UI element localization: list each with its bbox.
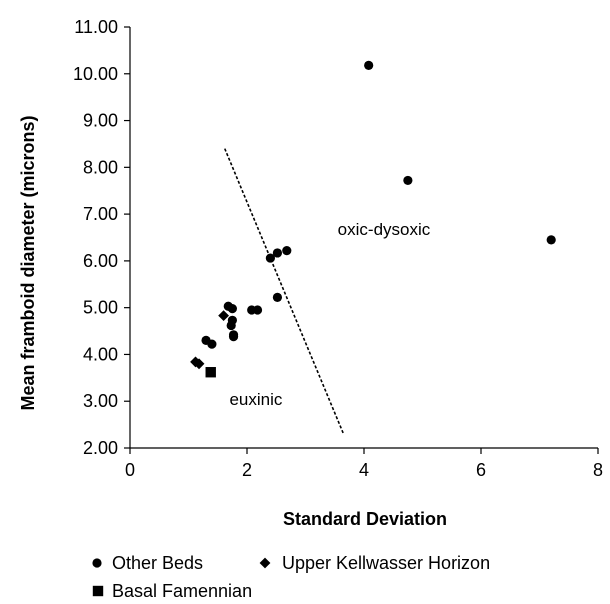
x-axis-title: Standard Deviation: [283, 509, 447, 529]
data-point-diamond: [193, 358, 205, 370]
legend-marker-square: [92, 585, 104, 597]
annotations: oxic-dysoxic euxinic: [229, 220, 430, 409]
y-tick-label: 5.00: [83, 298, 118, 318]
x-tick-label: 2: [242, 460, 252, 480]
data-point-circle: [364, 60, 374, 70]
data-point-circle: [272, 248, 283, 258]
x-tick-label: 0: [125, 460, 135, 480]
data-point-circle: [207, 339, 217, 349]
x-tick-label: 8: [593, 460, 603, 480]
data-point-circle: [546, 235, 556, 245]
y-tick-label: 4.00: [83, 344, 118, 364]
x-tick-label: 4: [359, 460, 369, 480]
y-tick-label: 10.00: [73, 64, 118, 84]
data-points: [190, 60, 556, 378]
data-point-circle: [228, 332, 239, 342]
y-tick-label: 8.00: [83, 157, 118, 177]
y-axis-ticks: 2.00 3.00 4.00 5.00 6.00 7.00 8.00 9.00 10.00 11.…: [73, 17, 130, 458]
y-tick-label: 6.00: [83, 251, 118, 271]
data-point-circle: [272, 292, 283, 302]
y-axis-title: Mean framboid diameter (microns): [18, 115, 38, 410]
divider-line-path: [224, 148, 345, 435]
data-point-circle: [265, 253, 275, 263]
data-point-circle: [252, 305, 263, 315]
data-point-diamond: [218, 310, 229, 322]
y-tick-label: 7.00: [83, 204, 118, 224]
legend-label: Basal Famennian: [112, 581, 252, 601]
data-point-circle: [226, 320, 236, 331]
legend-marker-circle: [92, 558, 102, 568]
y-tick-label: 2.00: [83, 438, 118, 458]
divider-line: [224, 148, 345, 435]
legend-marker-diamond: [259, 557, 271, 569]
annotation-label: oxic-dysoxic: [338, 220, 431, 239]
y-tick-label: 9.00: [83, 111, 118, 131]
legend: Other Beds Upper Kellwasser Horizon Basal …: [92, 553, 490, 601]
x-axis-ticks: 0 2 4 6 8: [125, 448, 603, 480]
legend-label: Upper Kellwasser Horizon: [282, 553, 490, 573]
annotation-label: euxinic: [229, 390, 282, 409]
data-point-circle: [227, 304, 237, 314]
y-tick-label: 11.00: [74, 17, 118, 37]
y-tick-label: 3.00: [83, 391, 118, 411]
data-point-circle: [282, 245, 292, 256]
data-point-square: [205, 367, 216, 378]
x-tick-label: 6: [476, 460, 486, 480]
data-point-circle: [403, 175, 413, 186]
legend-label: Other Beds: [112, 553, 203, 573]
